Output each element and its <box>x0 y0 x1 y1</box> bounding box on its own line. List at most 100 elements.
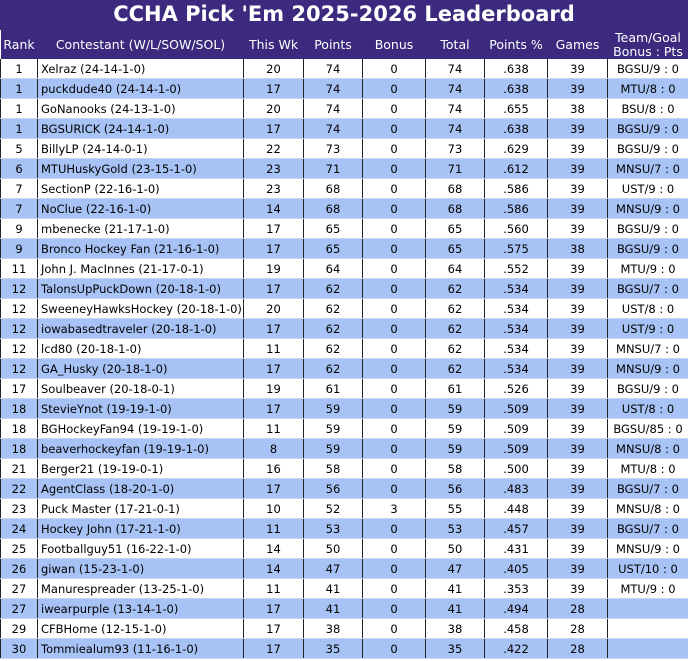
team-goal-cell: BGSU/85 : 0 <box>607 418 688 439</box>
games-cell: 39 <box>547 438 608 459</box>
this-week-cell: 11 <box>243 338 304 359</box>
games-cell: 28 <box>547 638 608 659</box>
contestant-cell: BGHockeyFan94 (19-19-1-0) <box>37 418 244 439</box>
contestant-cell: Manurespreader (13-25-1-0) <box>37 578 244 599</box>
team-goal-cell: BGSU/7 : 0 <box>607 478 688 499</box>
total-cell: 35 <box>425 638 485 659</box>
table-row: 1 Xelraz (24-14-1-0) 20 74 0 74.638 39 BGSU/9 :… <box>0 59 688 79</box>
bonus-cell: 0 <box>362 438 426 459</box>
empty-cell <box>607 638 688 659</box>
bonus-cell: 0 <box>362 618 426 639</box>
team-goal-cell: BGSU/7 : 0 <box>607 518 688 539</box>
points-pct-cell: .509 <box>484 418 548 439</box>
points-pct-cell: .638 <box>484 78 548 99</box>
points-cell: 56 <box>303 478 363 499</box>
games-cell: 39 <box>547 538 608 559</box>
total-cell: 73 <box>425 138 485 159</box>
table-row: 12 lcd80 (20-18-1-0) 11 62 0 62.534 39 MNSU/7 :… <box>0 338 688 359</box>
team-goal-cell: BGSU/9 : 0 <box>607 59 688 79</box>
table-row: 12 iowabasedtraveler (20-18-1-0) 17 62 0 62.5… <box>0 318 688 339</box>
rank-cell: 9 <box>0 238 38 259</box>
total-cell: 50 <box>425 538 485 559</box>
total-cell: 55 <box>425 498 485 519</box>
this-week-cell: 11 <box>243 418 304 439</box>
bonus-cell: 0 <box>362 178 426 199</box>
total-cell: 47 <box>425 558 485 579</box>
total-cell: 62 <box>425 278 485 299</box>
points-pct-cell: .575 <box>484 238 548 259</box>
this-week-cell: 14 <box>243 198 304 219</box>
team-goal-cell: MNSU/9 : 0 <box>607 538 688 559</box>
bonus-cell: 0 <box>362 578 426 599</box>
rank-cell: 1 <box>0 98 38 119</box>
table-row: 7 NoClue (22-16-1-0) 14 68 0 68.586 39 MNSU/9 :… <box>0 198 688 219</box>
games-cell: 38 <box>547 98 608 119</box>
games-cell: 39 <box>547 378 608 399</box>
total-cell: 64 <box>425 258 485 279</box>
this-week-cell: 20 <box>243 98 304 119</box>
points-pct-cell: .612 <box>484 158 548 179</box>
column-header: This Wk <box>243 30 304 59</box>
rank-cell: 18 <box>0 418 38 439</box>
total-cell: 74 <box>425 118 485 139</box>
bonus-cell: 0 <box>362 558 426 579</box>
points-pct-cell: .500 <box>484 458 548 479</box>
contestant-cell: SweeneyHawksHockey (20-18-1-0) <box>37 298 244 319</box>
bonus-cell: 0 <box>362 78 426 99</box>
table-row: 11 John J. MacInnes (21-17-0-1) 19 64 0 64.55… <box>0 258 688 279</box>
team-goal-cell: BGSU/7 : 0 <box>607 278 688 299</box>
rank-cell: 22 <box>0 478 38 499</box>
total-cell: 74 <box>425 59 485 79</box>
points-pct-cell: .494 <box>484 598 548 619</box>
this-week-cell: 19 <box>243 378 304 399</box>
bonus-cell: 0 <box>362 238 426 259</box>
rank-cell: 12 <box>0 338 38 359</box>
contestant-cell: iwearpurple (13-14-1-0) <box>37 598 244 619</box>
games-cell: 39 <box>547 338 608 359</box>
games-cell: 39 <box>547 78 608 99</box>
contestant-cell: BGSURICK (24-14-1-0) <box>37 118 244 139</box>
contestant-cell: Hockey John (17-21-1-0) <box>37 518 244 539</box>
rank-cell: 6 <box>0 158 38 179</box>
table-row: 24 Hockey John (17-21-1-0) 11 53 0 53.457 39 BG… <box>0 518 688 539</box>
games-cell: 28 <box>547 598 608 619</box>
this-week-cell: 17 <box>243 618 304 639</box>
bonus-cell: 0 <box>362 318 426 339</box>
team-goal-cell: MNSU/8 : 0 <box>607 498 688 519</box>
points-pct-cell: .638 <box>484 59 548 79</box>
column-header: Games <box>547 30 608 59</box>
rank-cell: 12 <box>0 298 38 319</box>
this-week-cell: 20 <box>243 59 304 79</box>
points-cell: 65 <box>303 238 363 259</box>
table-row: 1 BGSURICK (24-14-1-0) 17 74 0 74.638 39 BGSU/9… <box>0 118 688 139</box>
rank-cell: 1 <box>0 59 38 79</box>
bonus-cell: 0 <box>362 98 426 119</box>
bonus-cell: 0 <box>362 378 426 399</box>
table-body: 1 Xelraz (24-14-1-0) 20 74 0 74.638 39 BGSU/9 :… <box>0 59 688 659</box>
points-cell: 62 <box>303 318 363 339</box>
column-header: Total <box>425 30 485 59</box>
points-pct-cell: .655 <box>484 98 548 119</box>
rank-cell: 7 <box>0 178 38 199</box>
this-week-cell: 14 <box>243 558 304 579</box>
rank-cell: 29 <box>0 618 38 639</box>
points-pct-cell: .552 <box>484 258 548 279</box>
column-header: Points % <box>484 30 548 59</box>
games-cell: 39 <box>547 578 608 599</box>
contestant-cell: Footballguy51 (16-22-1-0) <box>37 538 244 559</box>
column-header: Contestant (W/L/SOW/SOL) <box>37 30 244 59</box>
column-header: Bonus <box>362 30 426 59</box>
team-goal-cell: BGSU/9 : 0 <box>607 118 688 139</box>
total-cell: 62 <box>425 358 485 379</box>
team-goal-cell: MNSU/8 : 0 <box>607 438 688 459</box>
bonus-cell: 0 <box>362 258 426 279</box>
rank-cell: 27 <box>0 578 38 599</box>
team-goal-cell: MNSU/7 : 0 <box>607 158 688 179</box>
points-cell: 59 <box>303 398 363 419</box>
table-row: 27 Manurespreader (13-25-1-0) 11 41 0 41.353 3… <box>0 578 688 599</box>
contestant-cell: Bronco Hockey Fan (21-16-1-0) <box>37 238 244 259</box>
points-cell: 74 <box>303 118 363 139</box>
points-pct-cell: .431 <box>484 538 548 559</box>
column-header: Points <box>303 30 363 59</box>
